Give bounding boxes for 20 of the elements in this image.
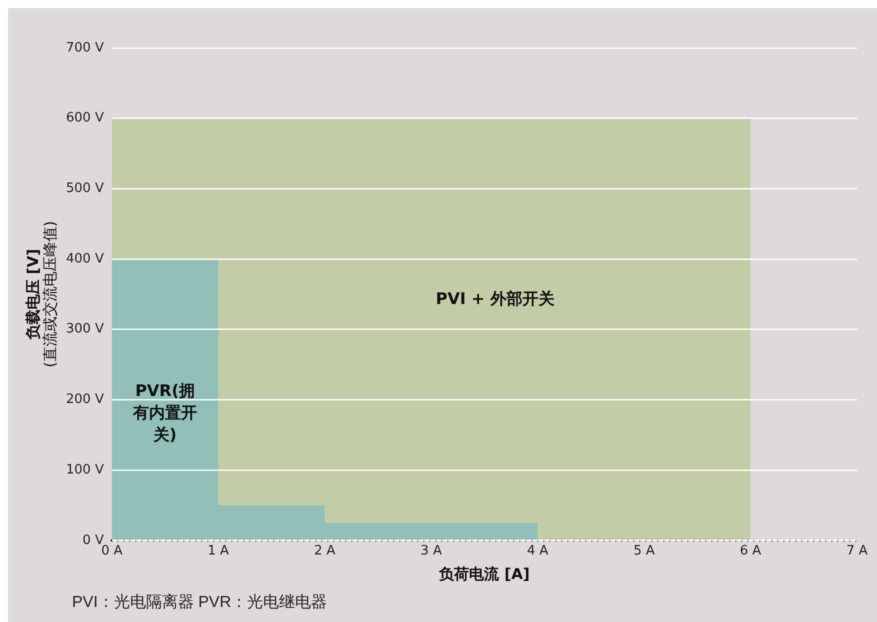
x-tick-label: 6 A bbox=[740, 544, 762, 559]
x-tick-label: 7 A bbox=[846, 544, 868, 559]
series-label: PVR(拥有内置开关) bbox=[132, 380, 198, 444]
y-axis-title: 负载电压 [V] (直流或交流电压峰值) bbox=[24, 220, 59, 368]
x-tick-label: 3 A bbox=[420, 544, 442, 559]
y-tick-label: 200 V bbox=[66, 392, 104, 408]
text: PVI：光电隔离器 PVR：光电继电器 bbox=[72, 592, 328, 613]
x-tick-label: 0 A bbox=[101, 544, 123, 559]
y-tick-label: 300 V bbox=[66, 322, 104, 337]
x-tick-label: 1 A bbox=[208, 544, 230, 559]
x-tick-label: 5 A bbox=[633, 544, 655, 559]
y-tick-label: 500 V bbox=[66, 181, 104, 196]
y-tick-label: 100 V bbox=[66, 462, 104, 478]
x-axis-title: 负荷电流 [A] bbox=[438, 564, 530, 583]
y-tick-label: 600 V bbox=[66, 110, 104, 126]
x-tick-label: 4 A bbox=[526, 544, 548, 559]
y-tick-label: 400 V bbox=[66, 251, 104, 266]
y-tick-label: 700 V bbox=[66, 40, 104, 56]
series-label: PVI + 外部开关 bbox=[436, 288, 554, 308]
x-tick-label: 2 A bbox=[314, 544, 336, 559]
